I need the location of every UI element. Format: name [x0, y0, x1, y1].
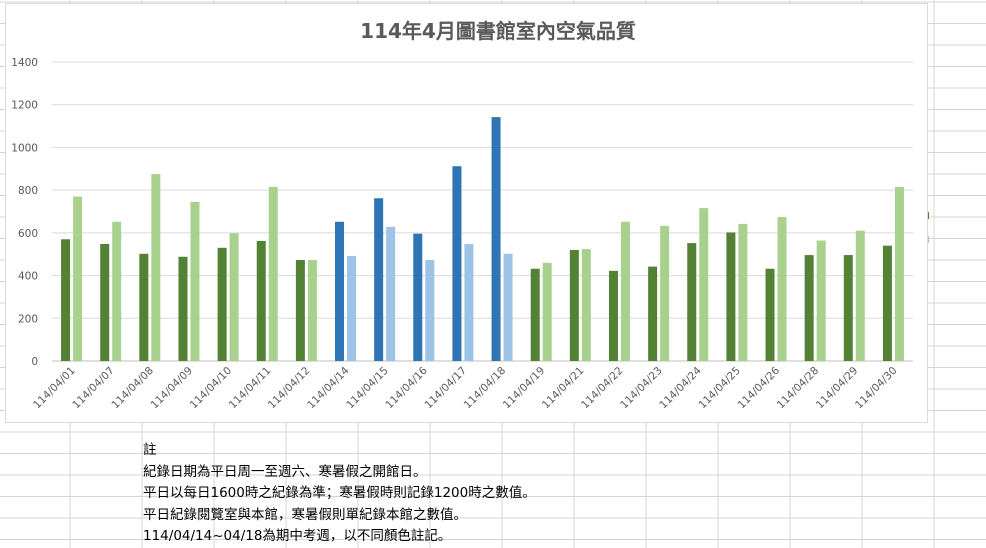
bar-main-21: [882, 245, 892, 361]
notes: 註 紀錄日期為平日周一至週六、寒暑假之開館日。 平日以每日1600時之紀錄為準；…: [143, 440, 536, 548]
bar-main-14: [608, 270, 618, 361]
bar-main-3: [178, 256, 188, 361]
chart-title: 114年4月圖書館室內空氣品質: [360, 19, 636, 43]
bar-reading-room-1: [112, 221, 122, 361]
y-axis-ticks: 0 200 400 600 800 1000 1200 1400: [11, 57, 38, 368]
y-tick-label: 200: [18, 313, 38, 325]
bar-reading-room-8: [386, 226, 396, 361]
bar-reading-room-0: [73, 196, 83, 361]
note-line-3: 平日紀錄閱覽室與本館，寒暑假則單紀錄本館之數值。: [143, 506, 467, 523]
bar-main-16: [687, 243, 697, 361]
bar-main-13: [569, 249, 579, 361]
bar-reading-room-3: [190, 201, 200, 361]
bar-main-15: [648, 266, 658, 361]
bar-reading-room-14: [620, 221, 630, 361]
bar-reading-room-20: [855, 230, 865, 361]
note-line-2: 平日以每日1600時之紀錄為準；寒暑假時則記錄1200時之數值。: [143, 485, 536, 501]
note-heading: 註: [143, 442, 157, 458]
bar-main-19: [804, 255, 814, 361]
y-tick-label: 0: [31, 356, 38, 368]
bar-main-8: [374, 198, 384, 361]
bar-reading-room-18: [777, 217, 787, 361]
note-line-4: 114/04/14~04/18為期中考週，以不同顏色註記。: [143, 528, 452, 544]
bar-reading-room-19: [816, 240, 826, 361]
bar-main-4: [217, 247, 227, 361]
bar-reading-room-5: [268, 186, 278, 361]
bar-main-2: [139, 253, 149, 361]
bar-main-5: [256, 240, 266, 361]
y-tick-label: 800: [18, 185, 38, 197]
bar-main-17: [726, 232, 736, 361]
y-tick-label: 1200: [11, 100, 38, 112]
note-line-1: 紀錄日期為平日周一至週六、寒暑假之開館日。: [143, 463, 427, 480]
legend-swatch: [928, 212, 929, 219]
bar-reading-room-10: [464, 243, 474, 361]
bar-main-12: [530, 268, 540, 361]
y-tick-label: 1000: [11, 142, 38, 154]
bar-reading-room-12: [542, 262, 552, 361]
chart-area[interactable]: 114年4月圖書館室內空氣品質 0 200 400 600 800 1000 1200 140…: [5, 3, 929, 423]
bar-main-0: [61, 239, 71, 361]
bar-main-7: [335, 221, 345, 361]
bar-reading-room-4: [229, 233, 239, 361]
bar-main-18: [765, 268, 775, 361]
bar-reading-room-21: [894, 186, 904, 361]
y-tick-label: 600: [18, 228, 38, 240]
bars: [61, 117, 904, 361]
bar-reading-room-2: [151, 174, 161, 361]
bar-main-11: [491, 117, 501, 361]
x-tick-label: 114/04/30: [853, 365, 900, 412]
bar-reading-room-17: [738, 223, 748, 361]
x-axis-ticks: 114/04/01114/04/07114/04/08114/04/09114/…: [31, 364, 899, 411]
bar-main-9: [413, 233, 423, 361]
bar-reading-room-16: [699, 208, 709, 361]
legend-swatch: [928, 236, 929, 243]
bar-reading-room-7: [347, 255, 357, 361]
bar-main-20: [843, 255, 853, 361]
bar-chart: 114年4月圖書館室內空氣品質 0 200 400 600 800 1000 1200 140…: [11, 19, 929, 411]
bar-reading-room-9: [425, 259, 435, 361]
bar-reading-room-13: [581, 249, 591, 361]
bar-reading-room-11: [503, 253, 513, 361]
y-tick-label: 1400: [11, 57, 38, 69]
bar-reading-room-15: [660, 225, 670, 361]
bar-main-10: [452, 166, 462, 361]
bar-main-1: [100, 243, 110, 361]
bar-reading-room-6: [307, 259, 317, 361]
legend: 本館閱覽室: [928, 212, 929, 243]
y-tick-label: 400: [18, 271, 38, 283]
bar-main-6: [295, 259, 305, 361]
